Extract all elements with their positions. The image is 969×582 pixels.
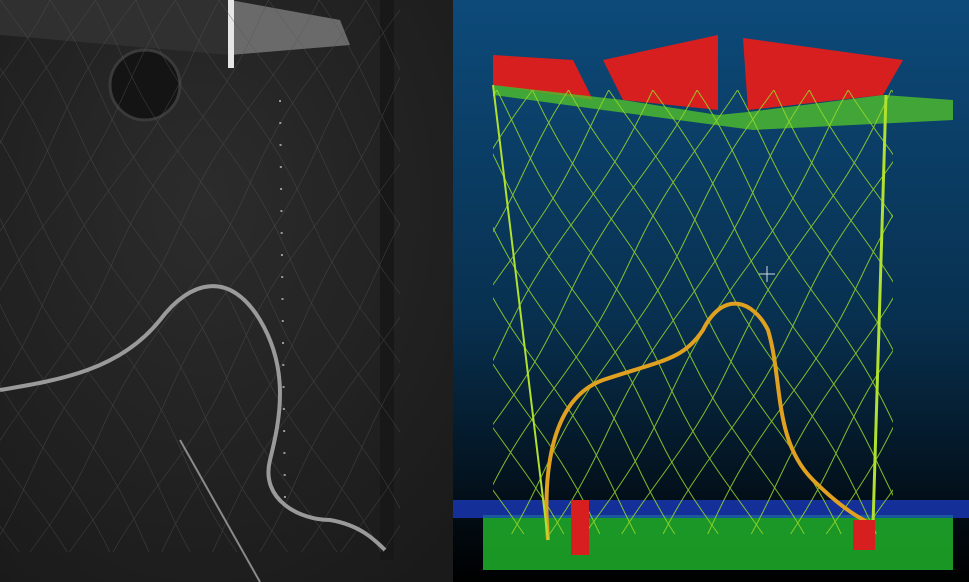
net-strand [0, 456, 68, 553]
net-strand [0, 0, 137, 232]
net-strand [318, 0, 400, 152]
net-strand [69, 9, 400, 553]
net-strand [549, 90, 810, 535]
anchor-left [571, 500, 589, 555]
net-strand [493, 226, 676, 535]
camera-photo [0, 0, 453, 582]
net-strand [662, 160, 893, 535]
net-strand [175, 0, 400, 363]
frame-top-light [230, 0, 350, 55]
floor-band [483, 515, 953, 570]
net-strand [493, 90, 610, 286]
net-strand [493, 90, 654, 362]
rope [0, 284, 387, 552]
net-strand [0, 218, 191, 553]
net-strand [135, 0, 400, 433]
light-bar [228, 0, 234, 68]
net-strand [0, 0, 176, 291]
net-strand [259, 316, 400, 553]
net-strand [496, 90, 764, 535]
net-strand [212, 223, 400, 553]
crosshair-icon [759, 266, 775, 282]
net-strand [608, 90, 877, 535]
net-strand [0, 67, 288, 553]
net-strand [493, 90, 698, 426]
camera-photo-panel [0, 0, 453, 582]
net-strand [95, 0, 400, 509]
net-strand [268, 0, 400, 226]
net-strand [0, 384, 110, 553]
net-strand [493, 90, 569, 233]
net-strand [112, 76, 400, 553]
net-strand [0, 0, 269, 442]
net-strand [707, 214, 893, 535]
net-strand [790, 349, 893, 535]
frame-top-left [0, 0, 230, 55]
pole-left [492, 84, 549, 541]
rope-red [544, 301, 874, 541]
net-strand [773, 90, 893, 283]
pole-right [871, 94, 888, 526]
net-strand [696, 90, 893, 424]
net-strand [493, 90, 739, 486]
net-strand [737, 90, 893, 351]
net-strand [29, 0, 367, 553]
net-strand [0, 139, 238, 553]
net-strand [49, 0, 382, 553]
net-strand [532, 90, 805, 535]
floor-line [179, 439, 261, 582]
net-strand [493, 363, 601, 535]
net-strand [0, 0, 96, 145]
net-strand [161, 163, 400, 553]
net-strand [301, 373, 400, 553]
net-strand [0, 0, 320, 536]
frame-top-right-patch [743, 38, 903, 110]
dotted-line [279, 99, 286, 501]
post-right [380, 0, 394, 560]
frame-top-green [493, 85, 953, 130]
frame-top-center-patch [603, 35, 718, 110]
net-strand [493, 153, 719, 535]
net-strand [493, 427, 565, 535]
point-cloud-panel [453, 0, 969, 582]
net-strand [493, 296, 636, 535]
anchor-right [853, 520, 875, 550]
net-mesh [0, 0, 400, 553]
floor-blue [453, 500, 969, 518]
net-strand [808, 90, 893, 218]
net-strand [750, 297, 893, 535]
net-strand [0, 0, 220, 385]
net-strand [0, 303, 150, 553]
point-cloud [453, 0, 969, 582]
net-strand [218, 0, 400, 295]
propeller [108, 48, 182, 122]
